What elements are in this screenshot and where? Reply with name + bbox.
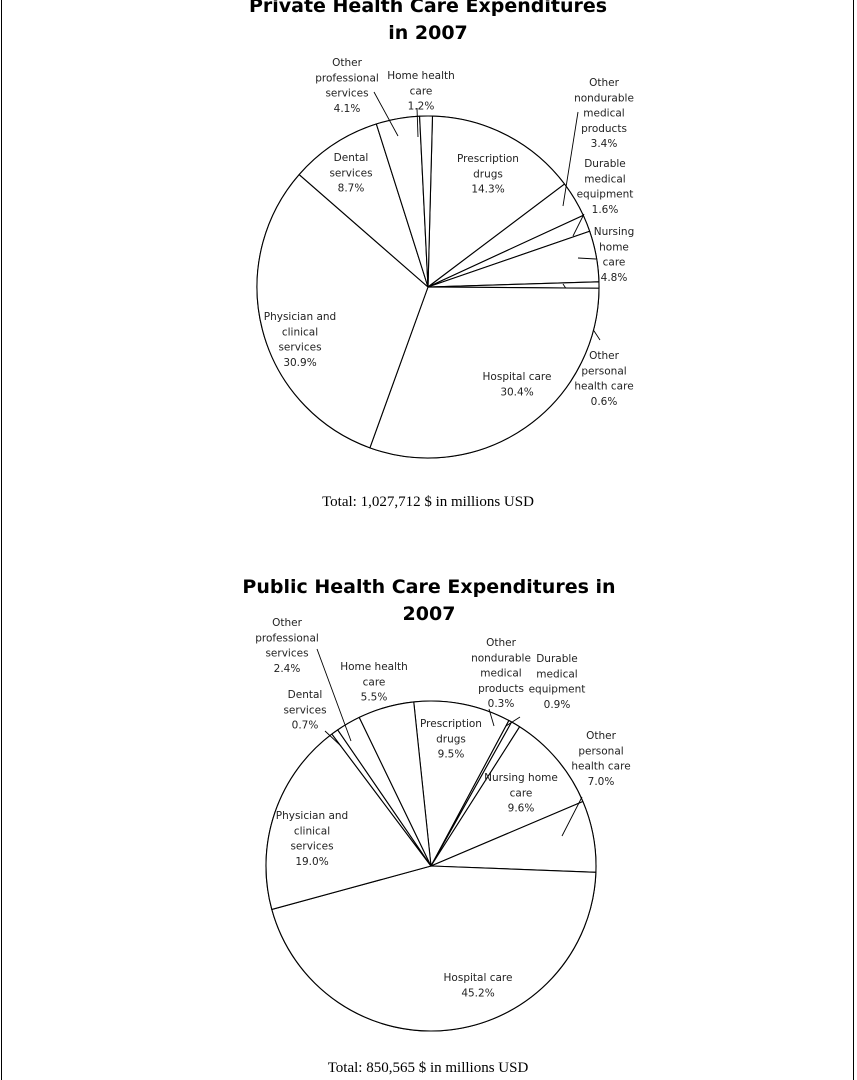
chart-2-leader-other-nondurable-medical-products [488, 708, 495, 727]
chart-2-label-nursing-home-care: Nursing home care 9.6% [484, 772, 558, 815]
chart-2-label-physician-and-clinical-services: Physician and clinical services 19.0% [276, 810, 348, 868]
chart-1-label-other-professional-services: Other professional services 4.1% [315, 57, 379, 115]
chart-1-label-other-personal-health-care: Other personal health care 0.6% [574, 350, 633, 408]
chart-2-label-prescription-drugs: Prescription drugs 9.5% [420, 718, 482, 761]
chart-2-total: Total: 850,565 $ in millions USD [327, 1060, 529, 1076]
chart-1-slice-home-health-care [419, 115, 434, 288]
chart-1-total: Total: 1,027,712 $ in millions USD [322, 494, 534, 510]
chart-1-label-durable-medical-equipment: Durable medical equipment 1.6% [577, 158, 634, 216]
chart-1-leader-home-health-care [416, 107, 419, 138]
chart-2-label-hospital-care: Hospital care 45.2% [444, 972, 513, 999]
chart-1-label-other-nondurable-medical-products: Other nondurable medical products 3.4% [574, 77, 634, 150]
chart-1-label-prescription-drugs: Prescription drugs 14.3% [457, 153, 519, 196]
chart-2-leader-durable-medical-equipment [505, 716, 521, 727]
chart-1-slice-dental-services [298, 123, 429, 288]
chart-1-slice-prescription-drugs [427, 115, 566, 288]
chart-2-leader-other-professional-services [316, 648, 352, 742]
chart-2-leader-dental-services [324, 730, 342, 747]
chart-1-label-dental-services: Dental services 8.7% [329, 152, 372, 195]
chart-2-slice-prescription-drugs [413, 700, 510, 867]
chart-2-leader-other-personal-health-care [561, 796, 583, 837]
chart-2-label-other-nondurable-medical-products: Other nondurable medical products 0.3% [471, 637, 531, 710]
chart-2-slice-physician-and-clinical-services [265, 733, 432, 910]
chart-1-leader-other-nondurable-medical-products [562, 111, 579, 207]
chart-1-title-line-1: Private Health Care Expenditures [248, 0, 608, 17]
chart-1-leader-nursing-home-care [577, 257, 597, 260]
chart-2-title-line-2: 2007 [402, 603, 456, 625]
chart-2-label-other-professional-services: Other professional services 2.4% [255, 617, 319, 675]
chart-2-slice-hospital-care [271, 865, 597, 1032]
chart-1-title-line-2: in 2007 [388, 22, 468, 44]
chart-2-label-home-health-care: Home health care 5.5% [340, 661, 408, 704]
chart-2-title-line-1: Public Health Care Expenditures in [242, 576, 616, 598]
chart-2-label-dental-services: Dental services 0.7% [283, 689, 326, 732]
chart-1-leader-other-professional-services [373, 91, 399, 137]
chart-2-slice-home-health-care [358, 701, 432, 867]
chart-2-title: Public Health Care Expenditures in 2007 [229, 574, 629, 628]
chart-1-leader-durable-medical-equipment [572, 213, 585, 237]
chart-1-slice-physician-and-clinical-services [256, 174, 429, 449]
chart-1-title: Private Health Care Expenditures in 2007 [228, 0, 628, 47]
chart-1-slice-hospital-care [369, 286, 600, 459]
chart-1-label-hospital-care: Hospital care 30.4% [483, 371, 552, 398]
chart-2-label-durable-medical-equipment: Durable medical equipment 0.9% [529, 653, 586, 711]
chart-1-label-nursing-home-care: Nursing home care 4.8% [594, 226, 635, 284]
chart-1-label-home-health-care: Home health care 1.2% [387, 70, 455, 113]
chart-2-label-other-personal-health-care: Other personal health care 7.0% [571, 730, 630, 788]
chart-1-label-physician-and-clinical-services: Physician and clinical services 30.9% [264, 311, 336, 369]
